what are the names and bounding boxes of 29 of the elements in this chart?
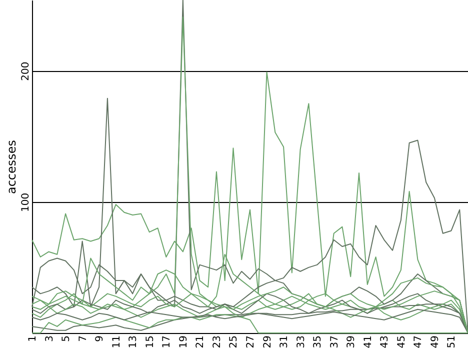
x-tick-label: 43: [380, 336, 391, 348]
x-tick-label: 11: [111, 336, 122, 348]
x-tick-label: 33: [296, 336, 307, 348]
x-tick-label: 23: [212, 336, 223, 348]
x-tick-label: 47: [413, 336, 424, 348]
x-tick-label: 9: [94, 336, 106, 342]
x-tick-label: 25: [228, 336, 240, 348]
x-tick-label: 39: [346, 336, 358, 348]
x-tick-label: 51: [446, 336, 458, 348]
x-tick-label: 1: [28, 336, 38, 342]
x-tick-label: 31: [279, 336, 290, 348]
y-axis-title: accesses: [4, 140, 18, 194]
x-tick-label: 21: [195, 336, 206, 348]
x-tick-label: 49: [430, 336, 441, 348]
x-tick-label: 35: [312, 336, 324, 348]
y-tick-label: 100: [20, 192, 32, 212]
x-tick-label: 17: [162, 336, 173, 348]
x-tick-label: 15: [144, 336, 156, 348]
x-tick-label: 19: [178, 336, 190, 348]
x-tick-label: 3: [44, 336, 56, 342]
x-tick-label: 5: [61, 336, 72, 342]
x-tick-label: 29: [262, 336, 274, 348]
x-tick-label: 45: [396, 336, 408, 348]
x-tick-label: 13: [128, 336, 140, 348]
x-tick-label: 27: [246, 336, 256, 348]
x-tick-label: 41: [362, 336, 374, 348]
y-tick-label: 200: [20, 62, 32, 81]
x-tick-label: 37: [329, 336, 340, 348]
x-tick-label: 7: [78, 336, 89, 342]
